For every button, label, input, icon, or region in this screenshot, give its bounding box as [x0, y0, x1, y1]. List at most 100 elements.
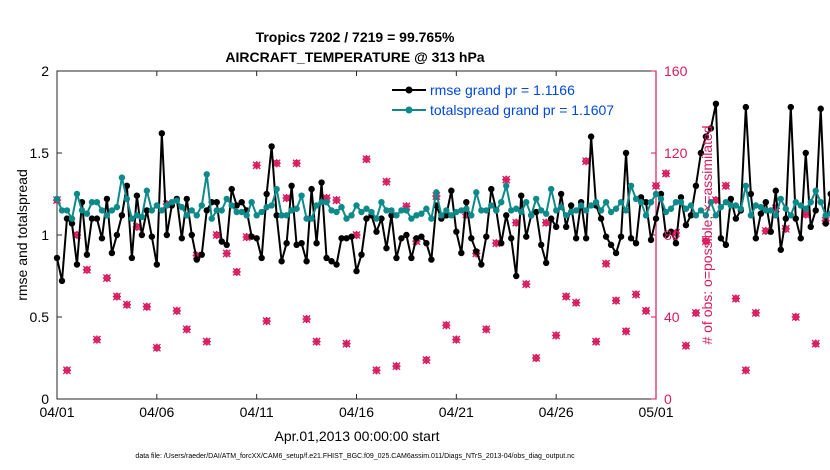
obs-point: [811, 339, 820, 348]
rmse-point: [318, 179, 325, 186]
spread-point: [393, 212, 400, 219]
obs-point: [631, 290, 641, 299]
x-tick-label: 04/21: [439, 404, 474, 420]
spread-point: [777, 195, 784, 203]
spread-point: [63, 207, 71, 214]
obs-point: [172, 306, 181, 315]
y-tick-label-left: 1.5: [30, 145, 50, 161]
spread-point: [792, 199, 799, 206]
legend-spread-label: totalspread grand pr = 1.1607: [430, 102, 614, 118]
legend-rmse-marker: [405, 86, 413, 94]
rmse-point: [108, 249, 116, 257]
spread-point: [687, 202, 695, 209]
obs-point: [142, 302, 151, 311]
spread-point: [722, 199, 730, 206]
rmse-point: [188, 231, 195, 239]
obs-point: [552, 331, 561, 340]
spread-point: [513, 205, 520, 212]
spread-point: [478, 207, 485, 214]
spread-point: [717, 203, 725, 211]
spread-point: [692, 212, 700, 219]
spread-point: [767, 207, 775, 214]
rmse-point: [198, 251, 205, 258]
spread-point: [203, 171, 210, 178]
rmse-point: [373, 228, 380, 235]
rmse-point: [587, 133, 595, 140]
obs-point: [592, 337, 601, 346]
rmse-point: [662, 231, 670, 239]
spread-point: [807, 199, 814, 206]
rmse-point: [103, 195, 111, 203]
spread-point: [827, 210, 830, 217]
spread-point: [672, 199, 680, 206]
y-tick-label-left: 0.5: [30, 309, 50, 325]
rmse-point: [193, 256, 200, 263]
spread-point: [418, 210, 425, 217]
obs-point: [651, 181, 661, 190]
spread-point: [473, 189, 480, 196]
obs-point: [112, 292, 121, 301]
rmse-point: [682, 221, 690, 229]
spread-point: [93, 199, 101, 206]
spread-point: [423, 205, 430, 212]
spread-point: [398, 207, 405, 214]
obs-point: [92, 335, 102, 344]
rmse-point: [752, 235, 760, 242]
rmse-point: [707, 125, 715, 132]
rmse-point: [248, 233, 255, 240]
obs-point: [282, 194, 291, 203]
spread-point: [602, 199, 610, 206]
rmse-point: [513, 272, 520, 280]
spread-point: [542, 210, 550, 217]
rmse-point: [632, 240, 640, 247]
spread-point: [263, 203, 270, 211]
rmse-point: [263, 190, 270, 198]
obs-point: [721, 181, 730, 190]
spread-point: [353, 202, 360, 209]
rmse-point: [552, 223, 560, 230]
spread-point: [493, 207, 500, 214]
spread-point: [198, 202, 205, 209]
obs-point: [741, 366, 750, 375]
rmse-point: [473, 248, 480, 255]
rmse-point: [233, 202, 240, 209]
rmse-point: [617, 233, 625, 240]
spread-point: [303, 215, 310, 222]
y-tick-label-right: 80: [664, 227, 680, 243]
spread-point: [702, 212, 710, 219]
rmse-point: [403, 231, 410, 239]
rmse-point: [128, 254, 136, 262]
rmse-point: [722, 241, 730, 249]
rmse-point: [712, 100, 720, 108]
rmse-point: [542, 259, 550, 267]
obs-point: [252, 161, 261, 170]
spread-point: [742, 182, 750, 189]
obs-point: [502, 175, 511, 184]
spread-point: [752, 202, 760, 209]
rmse-point: [378, 215, 385, 222]
rmse-point: [627, 235, 635, 242]
spread-point: [308, 215, 315, 222]
rmse-point: [63, 215, 71, 222]
spread-point: [453, 208, 460, 216]
spread-point: [223, 195, 230, 203]
rmse-point: [288, 182, 295, 189]
rmse-point: [68, 220, 76, 227]
rmse-point: [408, 254, 415, 262]
spread-point: [323, 199, 330, 206]
rmse-point: [622, 149, 630, 157]
spread-point: [552, 207, 560, 214]
spread-point: [73, 190, 81, 198]
spread-point: [428, 215, 435, 222]
rmse-point: [782, 215, 789, 222]
spread-point: [622, 207, 630, 214]
rmse-point: [468, 235, 475, 242]
spread-point: [328, 207, 335, 214]
spread-point: [158, 207, 166, 214]
spread-point: [662, 208, 670, 216]
spread-point: [817, 199, 824, 206]
rmse-point: [88, 215, 96, 222]
rmse-point: [458, 249, 465, 257]
spread-point: [582, 207, 590, 214]
